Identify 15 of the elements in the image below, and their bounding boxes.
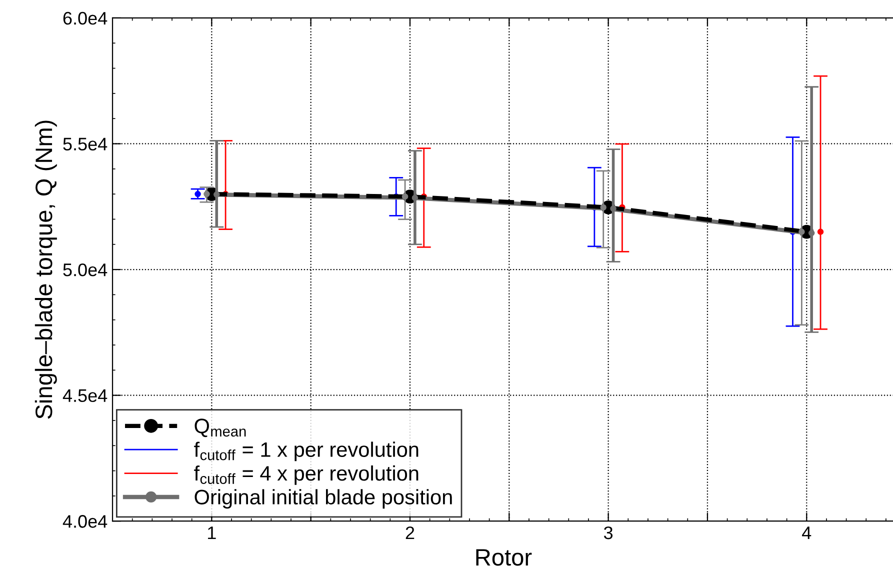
y-axis-title: Single–blade torque, Q (Nm) <box>34 120 57 419</box>
x-axis-title: Rotor <box>476 549 532 566</box>
y-tick-label: 5.5e4 <box>63 138 108 150</box>
y-tick-label: 5.0e4 <box>63 263 108 276</box>
x-tick-label: 1 <box>208 526 216 540</box>
x-tick-label: 3 <box>604 526 613 540</box>
x-tick-label: 4 <box>802 526 812 540</box>
legend-label: f$_{cutoff}$ = 4 x per revolution <box>194 465 418 485</box>
legend-label: Q$_{mean}$ <box>194 418 246 438</box>
y-tick-label: 4.5e4 <box>62 389 108 402</box>
legend-label: f$_{cutoff}$ = 1 x per revolution <box>194 442 418 462</box>
y-tick-label: 6.0e4 <box>63 12 108 25</box>
y-tick-label: 4.0e4 <box>62 515 108 528</box>
x-tick-label: 2 <box>406 526 414 540</box>
legend-label: Original initial blade position <box>194 489 452 509</box>
